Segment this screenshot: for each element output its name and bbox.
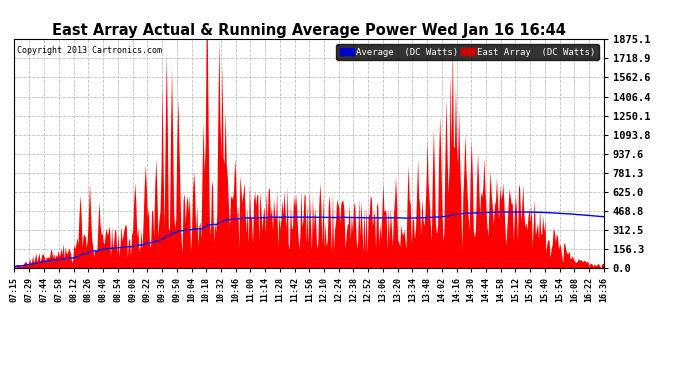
Text: Copyright 2013 Cartronics.com: Copyright 2013 Cartronics.com bbox=[17, 46, 161, 55]
Title: East Array Actual & Running Average Power Wed Jan 16 16:44: East Array Actual & Running Average Powe… bbox=[52, 23, 566, 38]
Legend: Average  (DC Watts), East Array  (DC Watts): Average (DC Watts), East Array (DC Watts… bbox=[337, 44, 599, 60]
